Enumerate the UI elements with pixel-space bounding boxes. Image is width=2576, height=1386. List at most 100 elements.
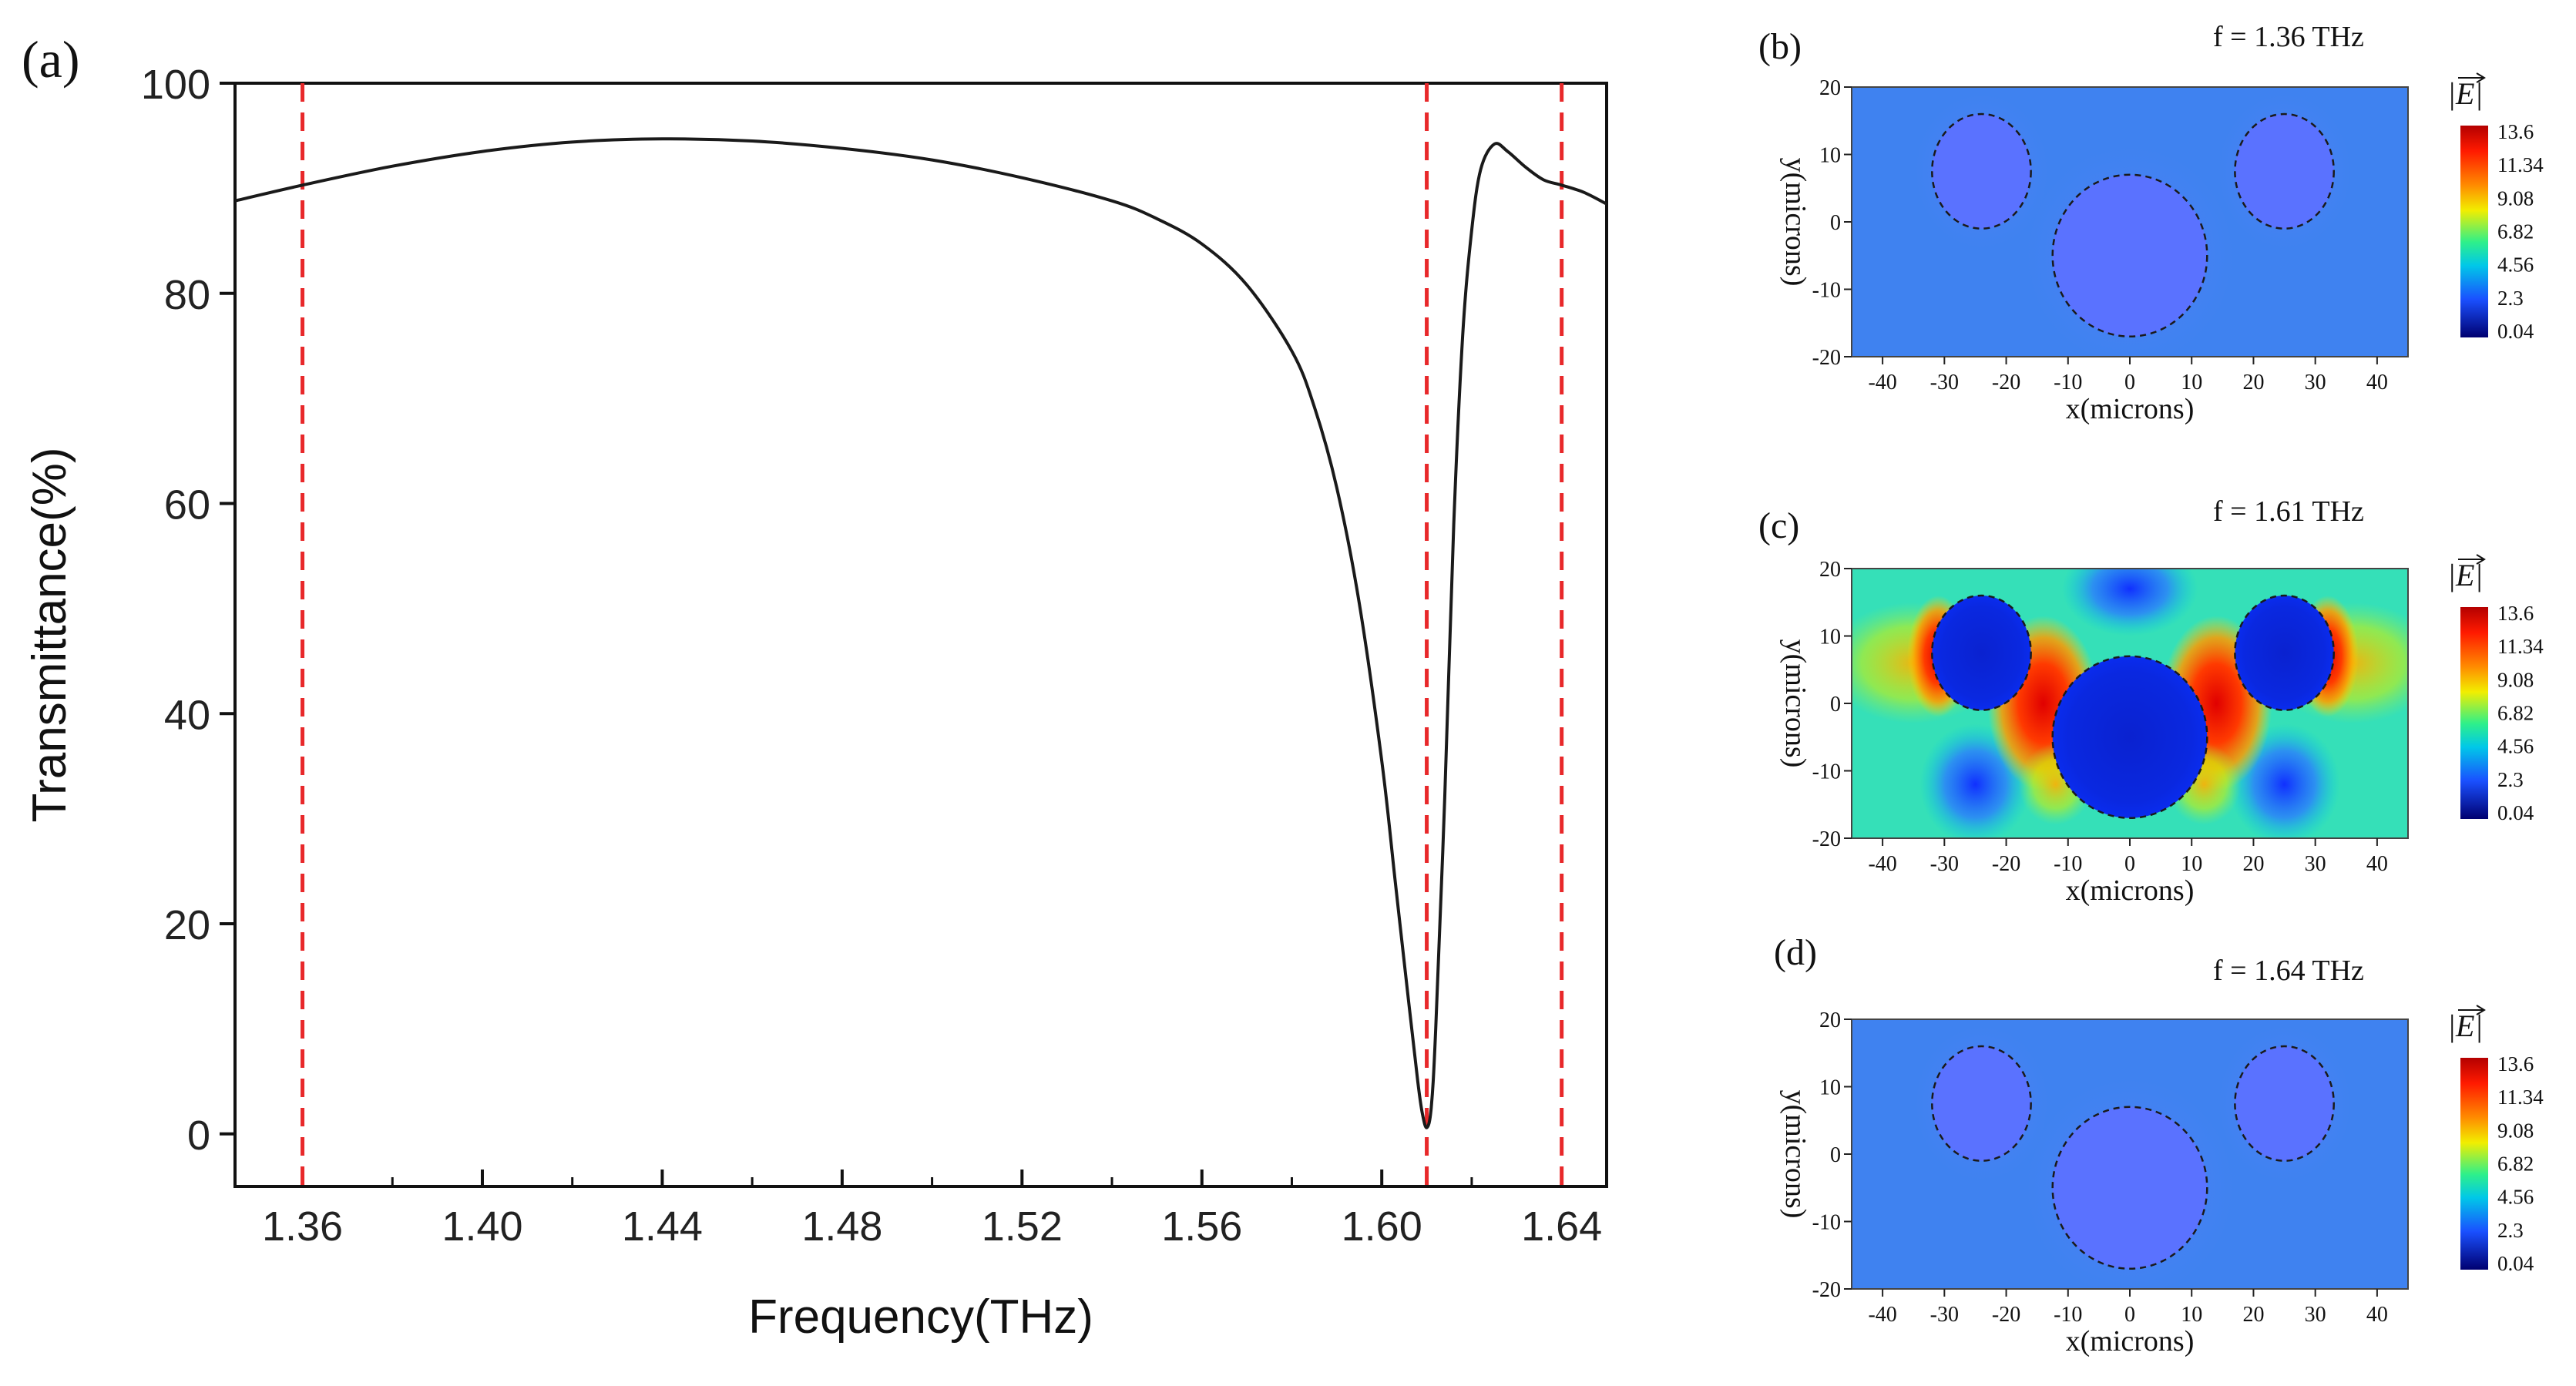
y-tick-label: 20 <box>164 902 210 948</box>
x-tick-label: 30 <box>2305 1303 2326 1327</box>
y-tick-label: 10 <box>1819 626 1841 649</box>
vector-arrowhead <box>2476 1005 2486 1015</box>
x-tick-label: -30 <box>1930 371 1959 394</box>
y-tick-label: -20 <box>1812 827 1841 851</box>
y-tick-label: -10 <box>1812 279 1841 303</box>
x-tick-label: -40 <box>1868 371 1896 394</box>
cylinder-interior <box>2052 1106 2208 1269</box>
cylinder-outline <box>2234 1045 2335 1162</box>
x-tick-label: 40 <box>2366 371 2388 394</box>
x-tick-label: 20 <box>2242 1303 2264 1327</box>
plot-frame <box>233 82 1608 1188</box>
x-tick-label: 1.60 <box>1342 1203 1422 1250</box>
y-tick-label: -20 <box>1812 346 1841 370</box>
y-tick-label: 0 <box>187 1112 210 1159</box>
vector-arrowhead <box>2476 72 2486 83</box>
y-tick-label: 20 <box>1819 76 1841 100</box>
panel-label-c: (c) <box>1758 505 1799 546</box>
y-tick-label: 10 <box>1819 1076 1841 1100</box>
x-tick-label: 20 <box>2242 371 2264 394</box>
colorbar-tick-label: 6.82 <box>2497 702 2534 725</box>
panel-c-title: f = 1.61 THz <box>2213 495 2364 528</box>
colorbar-tick-label: 13.6 <box>2497 1052 2534 1076</box>
x-tick-label: -40 <box>1868 1303 1896 1327</box>
colorbar-tick-label: 13.6 <box>2497 120 2534 143</box>
colorbar-tick-label: 13.6 <box>2497 602 2534 625</box>
y-tick-label: -10 <box>1812 760 1841 784</box>
y-tick-label: 60 <box>164 482 210 529</box>
x-tick-label: -10 <box>2054 852 2082 876</box>
panel-label-d: (d) <box>1774 932 1817 973</box>
cylinder-interior <box>2052 656 2208 818</box>
transmittance-chart: (a) 0 20 40 60 80 100 1.36 1.40 1.44 1.48 1.52 1.5… <box>22 30 1608 1344</box>
colorbar-tick-label: 9.08 <box>2497 186 2534 210</box>
field-map <box>1852 569 2408 838</box>
y-axis-title: y(microns) <box>1779 639 1812 768</box>
x-axis-title: Frequency(THz) <box>748 1290 1093 1344</box>
panel-label-a: (a) <box>22 30 79 89</box>
y-tick-label: -20 <box>1812 1278 1841 1302</box>
x-tick-label: 1.40 <box>442 1203 522 1250</box>
colorbar-tick-label: 0.04 <box>2497 1252 2534 1275</box>
y-tick-label: 0 <box>1830 693 1841 716</box>
y-tick-label: 10 <box>1819 144 1841 168</box>
cylinder-outline <box>2051 173 2208 337</box>
y-axis-title: y(microns) <box>1779 158 1812 287</box>
cylinder-interior <box>2235 596 2334 710</box>
colorbar-tick-label: 4.56 <box>2497 1186 2534 1209</box>
colorbar-tick-label: 11.34 <box>2497 1086 2544 1109</box>
x-tick-label: 10 <box>2181 852 2202 876</box>
transmittance-series-line <box>234 137 1607 1129</box>
colorbar <box>2460 607 2488 819</box>
y-tick-label: 40 <box>164 692 210 738</box>
y-tick-label: 0 <box>1830 1143 1841 1167</box>
x-tick-label: 0 <box>2124 852 2135 876</box>
colorbar-tick-label: 0.04 <box>2497 320 2534 343</box>
x-tick-label: 1.52 <box>982 1203 1063 1250</box>
y-tick-label: 20 <box>1819 1008 1841 1032</box>
cylinder-outline <box>2234 594 2335 711</box>
colorbar-tick-label: 9.08 <box>2497 1119 2534 1142</box>
x-axis-title: x(microns) <box>2066 1325 2195 1357</box>
cylinder-outline <box>1931 1045 2032 1162</box>
x-tick-label: -30 <box>1930 852 1959 876</box>
y-tick-label: 80 <box>164 272 210 318</box>
field-map-panel-c: (c) f = 1.61 THz -40 -30 -20 -10 0 10 20 30 40 -2… <box>1758 495 2544 907</box>
x-tick-label: 30 <box>2305 852 2326 876</box>
cylinder-interior <box>2235 1046 2334 1161</box>
x-tick-label: -10 <box>2054 1303 2082 1327</box>
cylinder-outline <box>2234 112 2335 230</box>
x-tick-label: 10 <box>2181 1303 2202 1327</box>
colorbar-tick-label: 4.56 <box>2497 735 2534 758</box>
x-tick-label: -20 <box>1992 371 2020 394</box>
cylinder-interior <box>2235 114 2334 229</box>
x-tick-label: 0 <box>2124 371 2135 394</box>
x-tick-label: 40 <box>2366 852 2388 876</box>
cylinder-outline <box>1931 112 2032 230</box>
colorbar-tick-label: 9.08 <box>2497 668 2534 691</box>
x-tick-label: 20 <box>2242 852 2264 876</box>
cylinder-interior <box>1932 114 2031 229</box>
cylinder-outline <box>2051 1106 2208 1270</box>
colorbar-tick-label: 6.82 <box>2497 220 2534 243</box>
colorbar <box>2460 1058 2488 1270</box>
colorbar-tick-label: 2.3 <box>2497 287 2524 310</box>
x-tick-label: 0 <box>2124 1303 2135 1327</box>
y-axis-title: Transmittance(%) <box>23 448 76 823</box>
x-tick-label: 1.36 <box>262 1203 343 1250</box>
x-tick-label: 40 <box>2366 1303 2388 1327</box>
colorbar <box>2460 126 2488 337</box>
colorbar-tick-label: 2.3 <box>2497 1219 2524 1242</box>
colorbar-tick-label: 6.82 <box>2497 1153 2534 1176</box>
x-axis-title: x(microns) <box>2066 393 2195 425</box>
panel-b-title: f = 1.36 THz <box>2213 21 2364 53</box>
cylinder-outline <box>1931 594 2032 711</box>
colorbar-tick-label: 0.04 <box>2497 801 2534 824</box>
cylinder-interior <box>1932 596 2031 710</box>
cylinder-interior <box>2052 174 2208 337</box>
x-tick-label: 1.48 <box>801 1203 882 1250</box>
colorbar-tick-label: 11.34 <box>2497 153 2544 176</box>
x-tick-label: 1.56 <box>1161 1203 1242 1250</box>
colorbar-tick-label: 4.56 <box>2497 253 2534 277</box>
